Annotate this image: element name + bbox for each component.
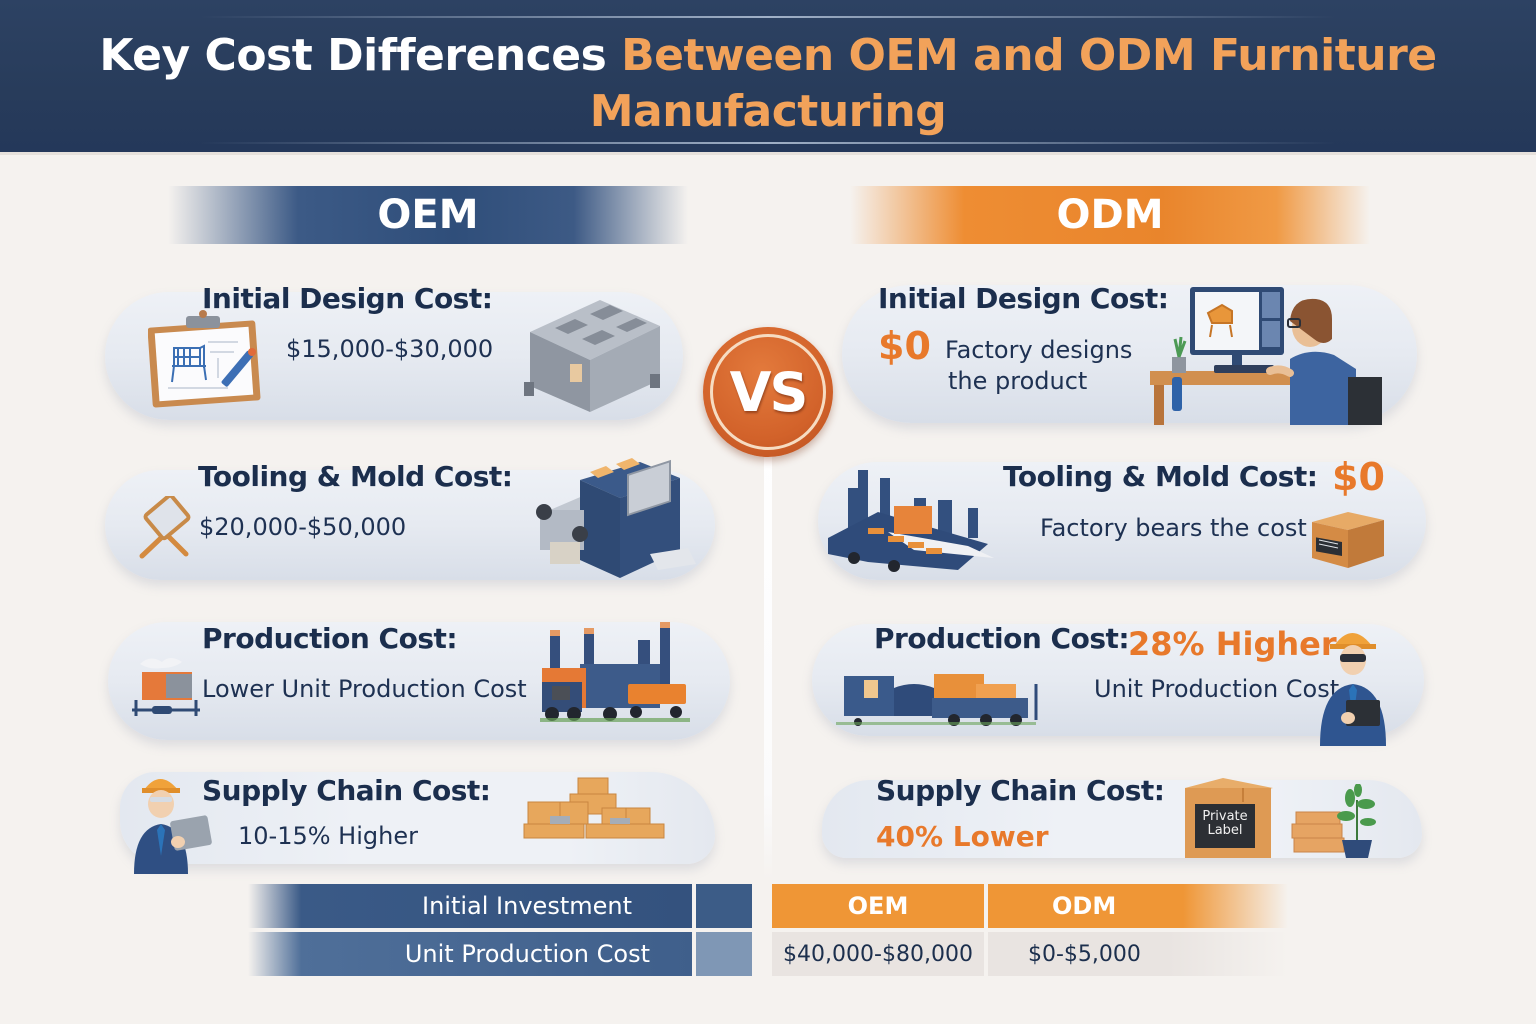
odm-tooling-accent: $0 — [1332, 455, 1385, 499]
odm-design-value-line1: Factory designs — [945, 336, 1133, 364]
factory-icon — [540, 622, 690, 722]
table-spacer-cell — [696, 932, 752, 976]
oem-production-label: Production Cost: — [202, 622, 458, 655]
oem-supply-label: Supply Chain Cost: — [202, 774, 491, 807]
table-header-odm: ODM — [988, 884, 1288, 928]
table-row-label-initial-investment: Initial Investment — [248, 884, 692, 928]
odm-production-value: Unit Production Cost — [1094, 675, 1340, 703]
title-orange-part: Between OEM and ODM Furniture — [621, 30, 1437, 81]
oem-tooling-value: $20,000-$50,000 — [199, 513, 407, 541]
center-divider — [764, 440, 772, 880]
odm-tooling-label: Tooling & Mold Cost: — [1003, 460, 1318, 493]
table-value-oem: $40,000-$80,000 — [772, 932, 984, 976]
mold-block-icon — [524, 300, 660, 412]
oem-tooling-label: Tooling & Mold Cost: — [198, 460, 513, 493]
comparison-table: Initial Investment Unit Production Cost … — [248, 884, 1288, 976]
title-white-part: Key Cost Differences — [99, 30, 622, 81]
oem-design-label: Initial Design Cost: — [202, 282, 493, 315]
production-machinery-icon — [836, 674, 1038, 726]
odm-supply-label: Supply Chain Cost: — [876, 774, 1165, 807]
table-row-label-unit-production-cost: Unit Production Cost — [248, 932, 692, 976]
odm-design-value-line2: the product — [948, 367, 1088, 395]
assembly-line-icon — [828, 470, 994, 572]
boxes-pallet-icon — [523, 777, 665, 839]
vs-badge: VS — [703, 327, 833, 457]
oem-banner: OEM — [168, 186, 688, 244]
header-rule-bottom — [200, 142, 1336, 144]
odm-production-accent: 28% Higher — [1128, 625, 1337, 663]
odm-supply-accent: 40% Lower — [876, 820, 1049, 853]
tooling-machine-icon — [536, 458, 696, 578]
header-rule-top — [200, 16, 1336, 18]
header-banner: Key Cost Differences Between OEM and ODM… — [0, 0, 1536, 155]
table-spacer-cell — [696, 884, 752, 928]
cardboard-box-icon — [1312, 512, 1384, 568]
page-title: Key Cost Differences Between OEM and ODM… — [0, 28, 1536, 140]
vs-label: VS — [729, 360, 809, 424]
odm-banner: ODM — [850, 186, 1370, 244]
private-label-box-icon: Private Label — [1183, 778, 1275, 860]
odm-production-label: Production Cost: — [874, 622, 1130, 655]
odm-design-accent: $0 — [878, 324, 931, 368]
engineer-tablet-icon — [1320, 633, 1386, 746]
odm-card-production — [812, 624, 1424, 736]
engineer-tablet-icon — [134, 779, 212, 874]
designer-computer-icon — [1150, 287, 1382, 425]
odm-design-label: Initial Design Cost: — [878, 282, 1169, 315]
table-header-oem: OEM — [772, 884, 984, 928]
box-label-line2: Label — [1207, 823, 1243, 838]
frame-tool-icon — [139, 496, 191, 559]
oem-design-value: $15,000-$30,000 — [286, 335, 494, 363]
title-line2: Manufacturing — [589, 86, 947, 137]
oem-banner-label: OEM — [377, 192, 479, 238]
production-cart-icon — [132, 658, 200, 716]
table-value-odm: $0-$5,000 — [988, 932, 1288, 976]
clipboard-blueprint-icon — [148, 310, 261, 408]
odm-tooling-value: Factory bears the cost — [1040, 514, 1307, 542]
oem-supply-value: 10-15% Higher — [238, 822, 418, 850]
box-label-line1: Private — [1202, 809, 1248, 824]
odm-banner-label: ODM — [1056, 192, 1164, 238]
plant-icon — [1291, 784, 1376, 858]
oem-production-value: Lower Unit Production Cost — [202, 675, 527, 703]
